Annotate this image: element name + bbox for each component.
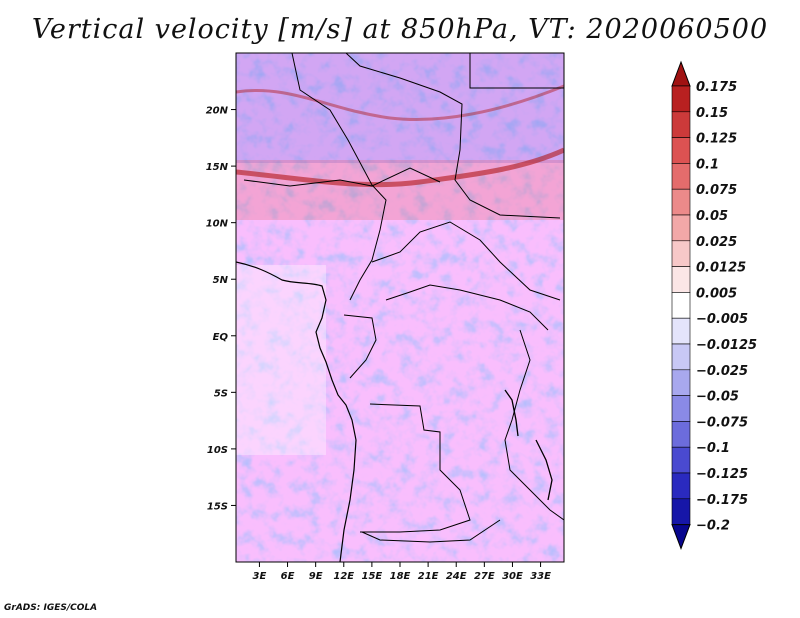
lat-tick-label: 15N (206, 162, 229, 173)
lon-tick-label: 3E (253, 571, 267, 582)
velocity-field (236, 53, 564, 562)
colorbar-label: 0.0125 (696, 261, 746, 276)
colorbar-bin (671, 421, 691, 448)
rising-streak (236, 147, 564, 188)
colorbar-bin (671, 343, 691, 371)
colorbar-bin (671, 292, 691, 319)
lon-tick-label: 18E (390, 571, 411, 582)
lon-tick-label: 9E (309, 571, 323, 582)
southern-borders (361, 519, 501, 543)
colorbar-label: 0.15 (696, 106, 728, 121)
colorbar-bin (671, 240, 691, 267)
angola-borders (360, 403, 471, 533)
colorbar-label: 0.005 (696, 286, 737, 301)
grads-credit: GrADS: IGES/COLA (4, 603, 98, 613)
colorbar-bin (671, 137, 691, 164)
colorbar-label: 0.075 (696, 183, 737, 198)
colorbar-bin (671, 395, 691, 422)
colorbar-bin (671, 369, 691, 396)
colorbar-bin (671, 85, 691, 113)
lon-tick-label: 33E (530, 571, 551, 582)
lon-tick-label: 27E (474, 571, 495, 582)
lat-tick-label: 10N (206, 219, 229, 230)
colorbar: 0.175 0.15 0.125 0.1 0.075 0.05 0.025 0.0125 0.0… (671, 60, 757, 551)
equatorial-borders (385, 284, 549, 331)
gulf-of-guinea-calm (236, 265, 326, 455)
colorbar-bin (671, 214, 691, 242)
colorbar-label: 0.025 (696, 235, 737, 250)
sahel-borders (243, 167, 441, 187)
gabon-congo-borders (343, 314, 377, 379)
colorbar-bin (671, 446, 691, 474)
rising-streak-north (236, 84, 564, 121)
atlantic-coastline (236, 261, 357, 562)
latitude-axis: 20N 15N 10N 5N EQ 5S 10S 15S (206, 106, 236, 512)
eastern-borders (504, 329, 564, 521)
colorbar-label: −0.05 (696, 390, 739, 405)
colorbar-label: 0.175 (696, 80, 737, 95)
colorbar-bin (671, 498, 691, 525)
colorbar-label: −0.1 (696, 441, 730, 456)
lat-tick-label: EQ (213, 332, 229, 343)
lat-tick-label: 10S (207, 445, 228, 456)
colorbar-label: −0.2 (696, 519, 730, 534)
sahara-sinking-zone (236, 53, 564, 163)
colorbar-label: 0.1 (696, 157, 719, 172)
colorbar-label: −0.125 (696, 467, 748, 482)
colorbar-label: −0.175 (696, 493, 748, 508)
longitude-axis: 3E 6E 9E 12E 15E 18E 21E 24E 27E 30E 33E (253, 562, 551, 582)
egypt-border (469, 53, 564, 89)
lon-tick-label: 24E (446, 571, 467, 582)
colorbar-bin (671, 317, 691, 345)
colorbar-label: −0.0125 (696, 338, 757, 353)
lon-tick-label: 6E (281, 571, 295, 582)
colorbar-bin (671, 188, 691, 216)
chart-title: Vertical velocity [m/s] at 850hPa, VT: 2… (31, 14, 769, 45)
lat-tick-label: 5S (214, 388, 228, 399)
lon-tick-label: 15E (362, 571, 383, 582)
colorbar-bin (671, 111, 691, 138)
lon-tick-label: 12E (333, 571, 354, 582)
colorbar-label: 0.125 (696, 132, 737, 147)
lake-malawi (535, 439, 553, 501)
colorbar-bin (671, 472, 691, 500)
northern-borders (345, 53, 561, 219)
lat-tick-label: 15S (207, 501, 228, 512)
lake-tanganyika (504, 389, 519, 437)
lon-tick-label: 21E (418, 571, 439, 582)
lat-tick-label: 20N (206, 106, 229, 117)
western-borders (291, 53, 387, 301)
lon-tick-label: 30E (502, 571, 523, 582)
lat-tick-label: 5N (213, 275, 229, 286)
colorbar-label: −0.025 (696, 364, 748, 379)
colorbar-bin (671, 266, 691, 293)
colorbar-label: −0.005 (696, 312, 748, 327)
colorbar-arrow-top (671, 60, 691, 87)
map-panel (236, 53, 564, 562)
colorbar-label: −0.075 (696, 415, 748, 430)
colorbar-bin (671, 163, 691, 190)
colorbar-arrow-bottom (671, 524, 691, 551)
colorbar-label: 0.05 (696, 209, 728, 224)
central-borders (371, 221, 561, 301)
